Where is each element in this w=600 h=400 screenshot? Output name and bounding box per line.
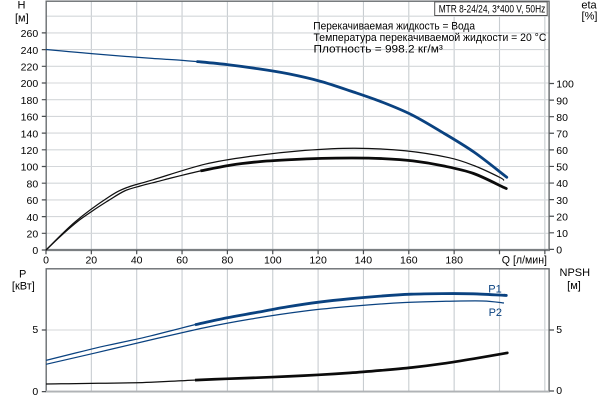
svg-text:P: P	[19, 268, 26, 280]
svg-text:40: 40	[27, 212, 39, 224]
svg-text:180: 180	[21, 95, 39, 107]
svg-text:0: 0	[32, 245, 38, 257]
svg-text:80: 80	[222, 254, 234, 266]
svg-text:60: 60	[556, 145, 568, 157]
svg-text:0: 0	[43, 254, 49, 266]
svg-text:60: 60	[176, 254, 188, 266]
svg-text:30: 30	[556, 195, 568, 207]
svg-text:Плотность = 998.2 кг/м³: Плотность = 998.2 кг/м³	[314, 44, 444, 56]
svg-text:[кВт]: [кВт]	[12, 280, 35, 292]
svg-text:100: 100	[264, 254, 282, 266]
svg-text:40: 40	[131, 254, 143, 266]
svg-text:NPSH: NPSH	[560, 267, 591, 279]
svg-text:240: 240	[21, 45, 39, 57]
svg-text:180: 180	[445, 254, 463, 266]
svg-text:100: 100	[556, 79, 574, 91]
svg-text:80: 80	[556, 112, 568, 124]
svg-text:0: 0	[32, 386, 38, 398]
svg-text:20: 20	[27, 229, 39, 241]
svg-text:70: 70	[556, 129, 568, 141]
svg-text:60: 60	[27, 195, 39, 207]
svg-text:H: H	[18, 0, 26, 12]
svg-text:140: 140	[21, 128, 39, 140]
svg-text:140: 140	[355, 254, 373, 266]
svg-text:P1: P1	[488, 284, 501, 296]
svg-text:120: 120	[309, 254, 327, 266]
svg-text:Перекачиваемая жидкость = Вода: Перекачиваемая жидкость = Вода	[313, 20, 476, 32]
svg-text:5: 5	[32, 324, 38, 336]
svg-text:10: 10	[556, 228, 568, 240]
svg-text:eta: eta	[581, 0, 597, 12]
svg-text:260: 260	[21, 28, 39, 40]
svg-text:Q [л/мин]: Q [л/мин]	[502, 254, 547, 266]
svg-text:20: 20	[556, 211, 568, 223]
svg-text:120: 120	[21, 145, 39, 157]
svg-text:[м]: [м]	[567, 280, 581, 292]
svg-text:80: 80	[27, 178, 39, 190]
svg-text:[м]: [м]	[15, 12, 29, 24]
svg-text:[%]: [%]	[582, 11, 598, 23]
svg-text:100: 100	[21, 162, 39, 174]
svg-text:40: 40	[556, 178, 568, 190]
svg-text:200: 200	[21, 78, 39, 90]
svg-text:Температура перекачиваемой жид: Температура перекачиваемой жидкости = 20…	[314, 32, 547, 44]
svg-text:5: 5	[556, 324, 562, 336]
svg-text:P2: P2	[489, 307, 502, 319]
svg-text:0: 0	[556, 385, 562, 397]
svg-text:MTR 8-24/24, 3*400 V, 50Hz: MTR 8-24/24, 3*400 V, 50Hz	[439, 4, 546, 16]
svg-text:90: 90	[556, 95, 568, 107]
svg-text:50: 50	[556, 162, 568, 174]
svg-text:0: 0	[556, 245, 562, 257]
svg-text:160: 160	[400, 254, 418, 266]
svg-text:160: 160	[21, 112, 39, 124]
svg-text:220: 220	[21, 62, 39, 74]
svg-text:20: 20	[85, 254, 97, 266]
